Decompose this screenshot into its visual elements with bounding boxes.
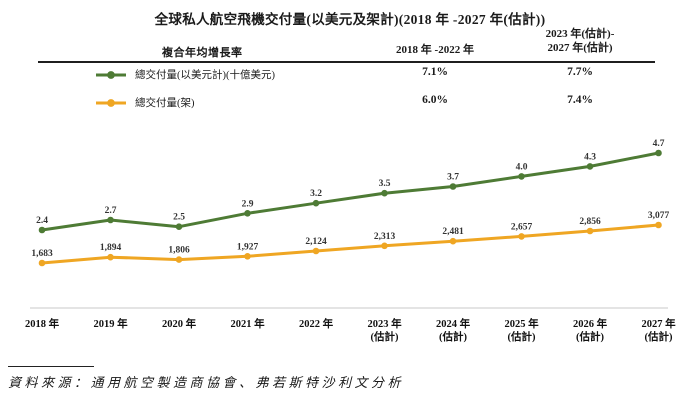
- x-axis-label: 2019 年: [93, 317, 128, 330]
- line-chart: 2.4 2.7 2.5 2.9 3.2 3.5 3.7 4.0 4.3 4.7 1,683 1,894…: [25, 139, 676, 343]
- legend-row-units: 總交付量(架): [95, 95, 195, 110]
- data-point: [38, 259, 46, 267]
- x-axis-label: 2020 年: [162, 317, 197, 330]
- x-axis-label: 2023 年: [367, 317, 402, 330]
- data-label: 2.7: [105, 206, 117, 216]
- cagr-usd-2023-2027: 7.7%: [567, 66, 593, 78]
- data-point: [175, 256, 183, 263]
- x-axis-label: 2027 年: [641, 317, 676, 330]
- legend-label-usd: 總交付量(以美元計)(十億美元): [135, 70, 275, 81]
- data-point: [244, 210, 251, 217]
- cagr-units-2023-2027: 7.4%: [567, 94, 593, 106]
- x-axis-label: 2018 年: [25, 317, 60, 330]
- x-axis-label: 2025 年: [504, 317, 539, 330]
- data-label: 2.9: [242, 199, 254, 209]
- data-label: 3.2: [310, 189, 322, 199]
- x-axis-label-note: (估計): [371, 330, 399, 343]
- data-label: 2,313: [374, 232, 396, 242]
- data-label: 4.7: [653, 139, 665, 149]
- data-point: [586, 227, 594, 235]
- data-point: [175, 223, 183, 230]
- data-point: [586, 163, 594, 170]
- data-point: [244, 253, 251, 260]
- series-line: [41, 223, 659, 265]
- series-line: [41, 151, 659, 232]
- data-point: [107, 216, 114, 224]
- data-label: 3.5: [379, 179, 391, 189]
- data-point: [655, 149, 662, 157]
- chart-title: 全球私人航空飛機交付量(以美元及架計)(2018 年 -2027 年(估計)): [154, 12, 546, 27]
- legend-row-usd: 總交付量(以美元計)(十億美元): [95, 67, 275, 82]
- legend-label-units: 總交付量(架): [135, 98, 195, 109]
- x-axis-label: 2024 年: [436, 317, 471, 330]
- cagr-col-2018-2022-header: 2018 年 -2022 年: [396, 44, 474, 56]
- x-axis-label: 2021 年: [230, 317, 265, 330]
- data-point: [312, 247, 320, 255]
- x-axis-label-note: (估計): [508, 330, 536, 343]
- data-point: [312, 199, 320, 207]
- data-label: 1,927: [237, 242, 259, 252]
- cagr-col-2023-2027-header-line1: 2023 年(估計)-: [545, 28, 615, 40]
- data-point: [518, 233, 525, 240]
- data-point: [449, 237, 457, 245]
- source-note: 資料來源：通用航空製造商協會、弗若斯特沙利文分析: [8, 375, 405, 390]
- source-divider: [8, 366, 94, 367]
- x-axis-label-note: (估計): [439, 330, 467, 343]
- cagr-units-2018-2022: 6.0%: [422, 94, 448, 106]
- x-axis-label-note: (估計): [645, 330, 673, 343]
- data-point: [381, 242, 388, 250]
- data-label: 2.4: [36, 216, 48, 226]
- data-label: 2,856: [579, 217, 601, 227]
- data-label: 3,077: [648, 211, 670, 221]
- data-label: 4.3: [584, 152, 596, 162]
- data-label: 4.0: [516, 162, 528, 172]
- x-axis-label: 2022 年: [299, 317, 334, 330]
- data-label: 3.7: [447, 173, 459, 183]
- data-label: 2.5: [173, 213, 185, 223]
- data-label: 2,481: [442, 227, 464, 237]
- data-label: 1,894: [100, 243, 122, 253]
- line-marker-icon: [96, 98, 126, 107]
- x-axis-label-note: (估計): [576, 330, 604, 343]
- cagr-usd-2018-2022: 7.1%: [422, 66, 448, 78]
- data-point: [381, 189, 388, 197]
- data-point: [655, 221, 662, 229]
- data-label: 1,683: [31, 249, 53, 259]
- x-axis-label: 2026 年: [573, 317, 608, 330]
- data-label: 2,657: [511, 222, 533, 232]
- cagr-table-row-header: 複合年均增長率: [162, 47, 243, 59]
- cagr-col-2023-2027-header: 2023 年(估計)- 2027 年(估計): [515, 28, 645, 56]
- data-point: [107, 253, 114, 261]
- line-marker-icon: [96, 70, 126, 79]
- data-label: 2,124: [305, 237, 327, 247]
- data-point: [518, 173, 525, 180]
- data-point: [449, 183, 457, 190]
- cagr-col-2023-2027-header-line2: 2027 年(估計): [547, 41, 613, 54]
- data-point: [38, 226, 46, 234]
- data-label: 1,806: [168, 246, 190, 256]
- table-header-rule: [38, 61, 655, 63]
